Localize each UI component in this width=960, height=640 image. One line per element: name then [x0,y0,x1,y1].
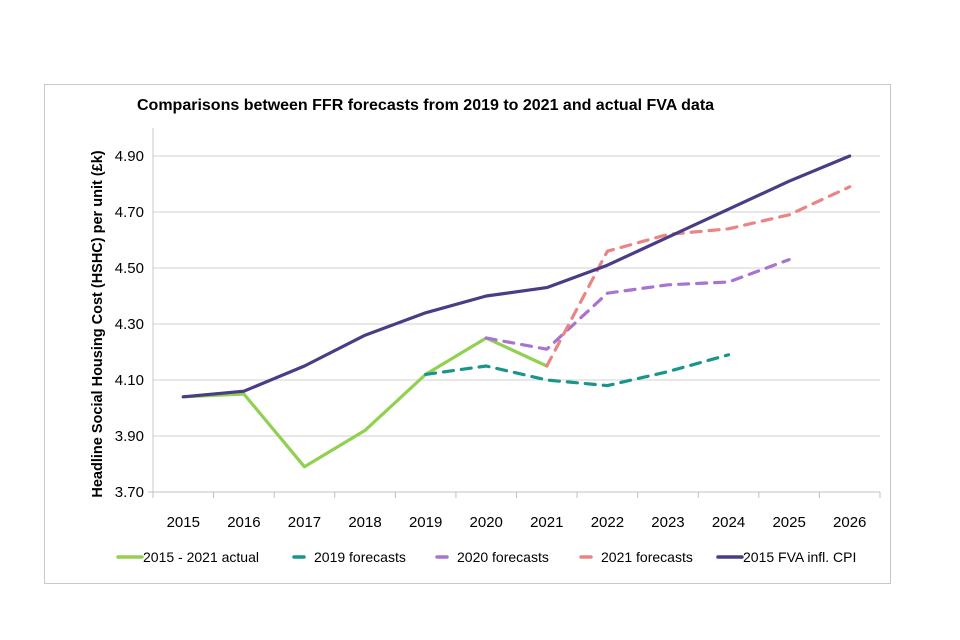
series-line-2021-forecasts [545,185,852,368]
y-axis-label: Headline Social Housing Cost (HSHC) per … [90,150,106,497]
x-tick-label: 2020 [470,514,503,531]
y-tick-label: 4.90 [115,148,144,165]
y-tick-label: 3.70 [115,484,144,501]
x-tick-label: 2017 [288,514,321,531]
x-tick-label: 2021 [530,514,563,531]
x-tick-label: 2025 [772,514,805,531]
axes: 3.70 3.90 4.10 4.30 4.50 4.70 4.90 2015 2016 2017… [115,128,881,531]
chart-title: Comparisons between FFR forecasts from 2… [137,97,714,114]
legend-item: 2015 - 2021 actual [116,549,259,565]
series-line-2015-2021-actual [181,336,549,469]
legend-item: 2020 forecasts [435,549,549,565]
legend-item: 2021 forecasts [579,549,693,565]
x-tick-label: 2022 [591,514,624,531]
x-tick-label: 2026 [833,514,866,531]
legend-label: 2015 - 2021 actual [143,549,259,565]
x-tick-label: 2018 [348,514,381,531]
y-tick-label: 4.10 [115,372,144,389]
x-tick-label: 2015 [167,514,200,531]
legend-label: 2015 FVA infl. CPI [743,549,856,565]
legend-item: 2015 FVA infl. CPI [716,549,856,565]
legend-label: 2019 forecasts [314,549,406,565]
series-line-2020-forecasts [484,258,791,351]
legend-label: 2020 forecasts [457,549,549,565]
x-tick-label: 2019 [409,514,442,531]
y-tick-label: 4.70 [115,204,144,221]
series-lines [181,154,852,469]
series-line-2019-forecasts [424,353,731,388]
y-tick-label: 4.50 [115,260,144,277]
x-tick-label: 2023 [651,514,684,531]
chart-frame [44,84,891,584]
gridlines [153,155,880,437]
x-tick-label: 2024 [712,514,745,531]
legend: 2015 - 2021 actual 2019 forecasts 2020 for… [116,549,856,565]
series-line-2015-fva-infl-cpi [181,154,852,399]
y-tick-label: 4.30 [115,316,144,333]
legend-label: 2021 forecasts [601,549,693,565]
x-tick-label: 2016 [227,514,260,531]
y-tick-label: 3.90 [115,428,144,445]
legend-item: 2019 forecasts [292,549,406,565]
